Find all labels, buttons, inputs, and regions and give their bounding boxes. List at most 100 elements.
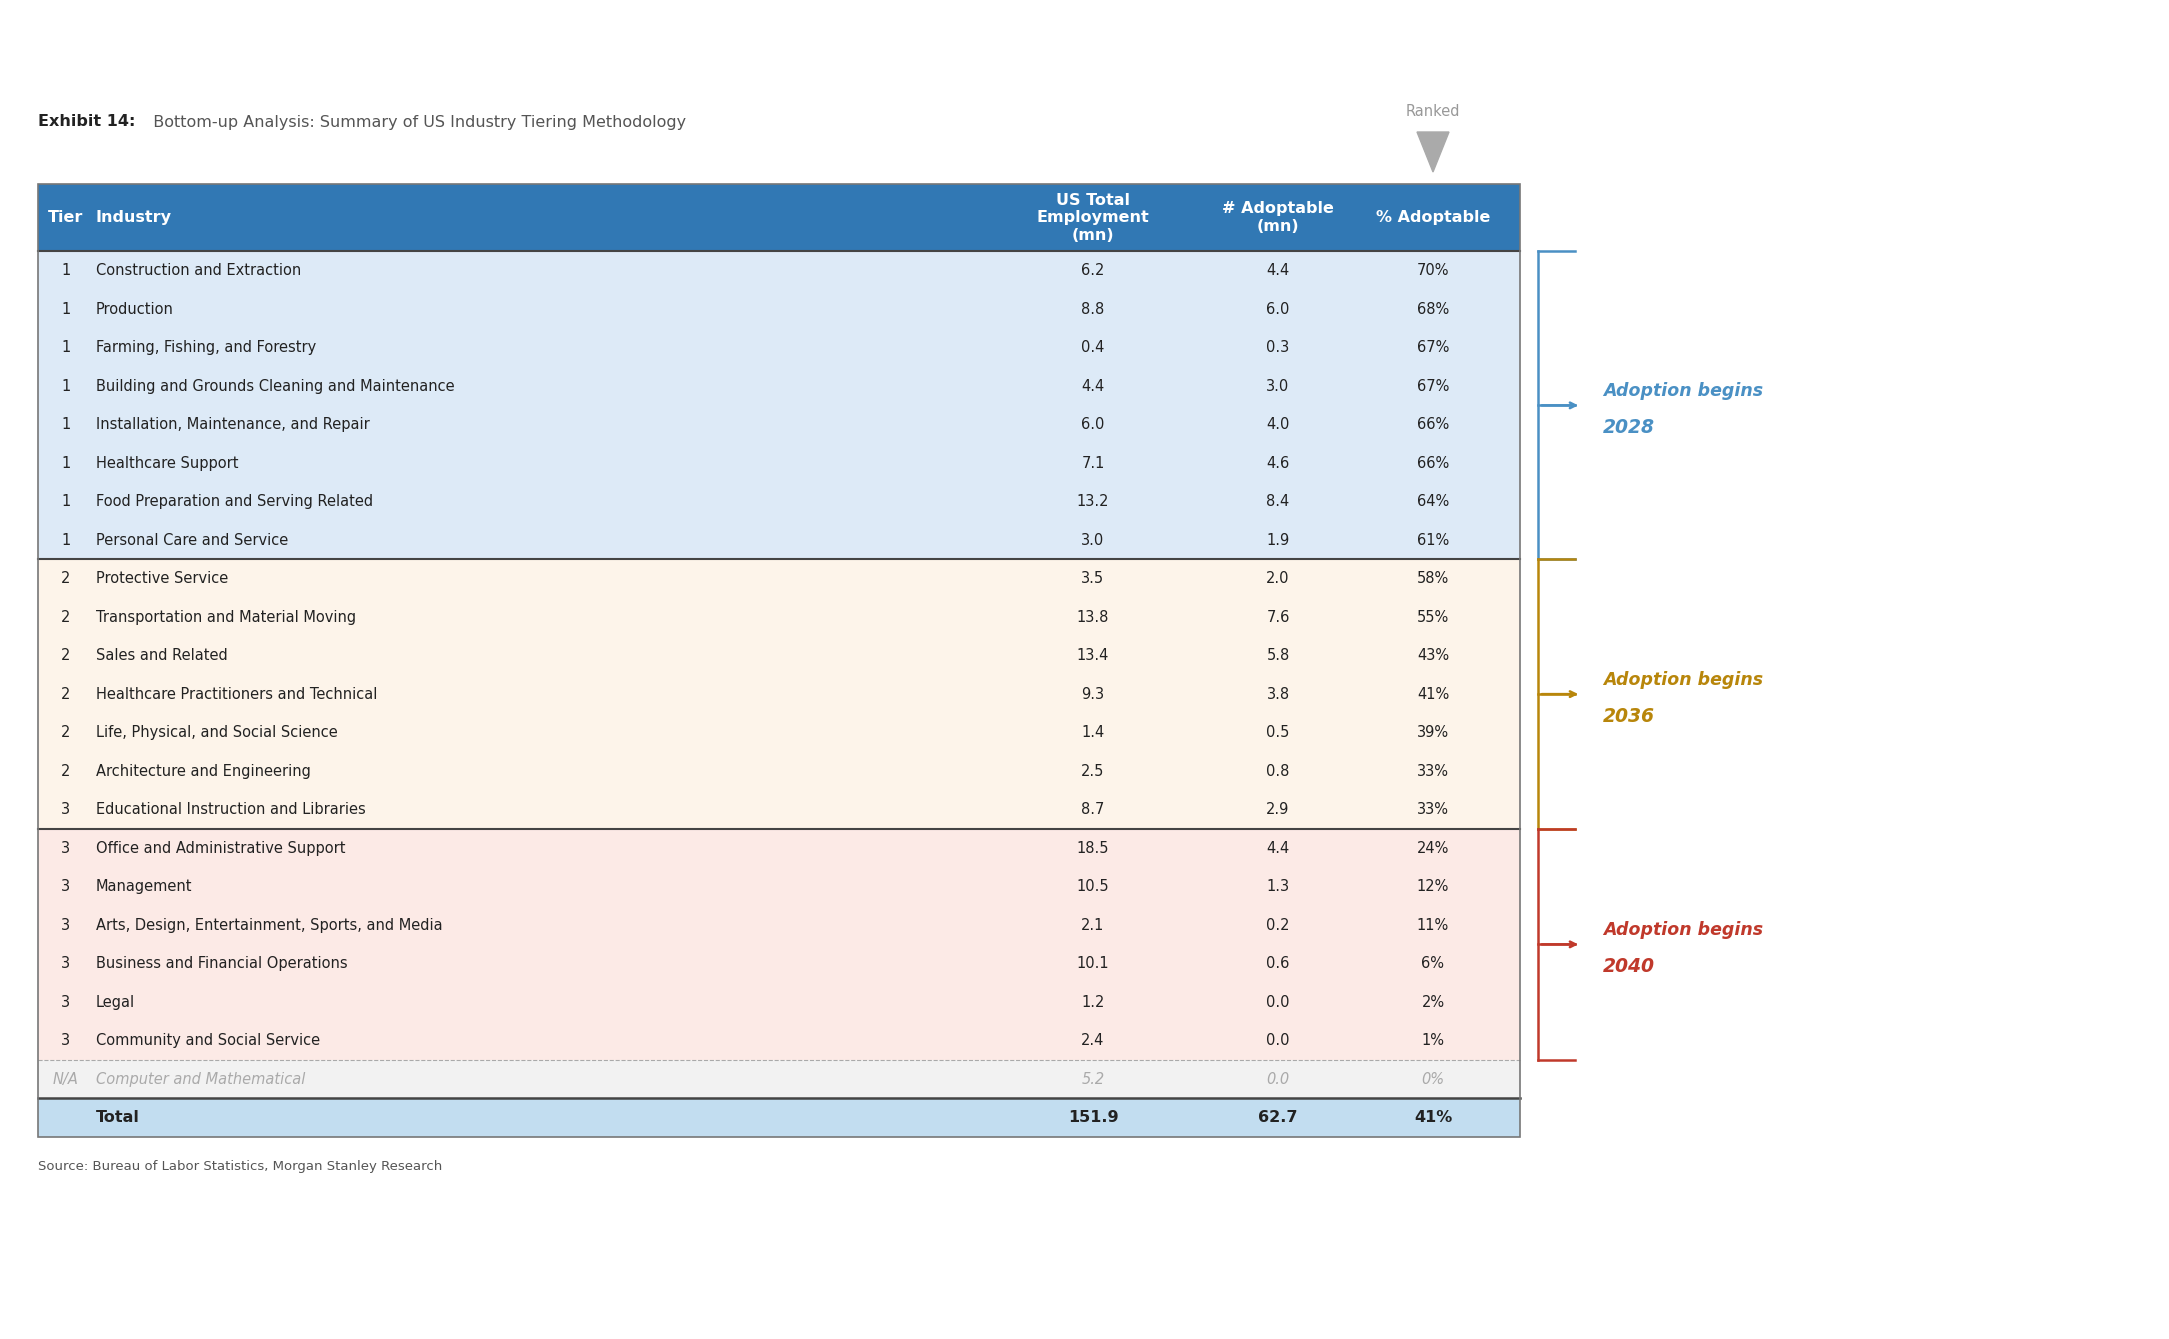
Text: 2: 2 [61, 726, 72, 740]
Text: Community and Social Service: Community and Social Service [95, 1034, 321, 1048]
Text: 0.8: 0.8 [1267, 763, 1291, 778]
Text: 3.0: 3.0 [1082, 533, 1104, 548]
Bar [39, 1060, 1520, 1098]
Text: 64%: 64% [1416, 494, 1449, 509]
Text: 1.3: 1.3 [1267, 880, 1291, 894]
Text: Total: Total [95, 1110, 139, 1125]
Text: Management: Management [95, 880, 193, 894]
Text: 0.2: 0.2 [1267, 917, 1291, 933]
Text: US Total
Employment
(mn): US Total Employment (mn) [1037, 193, 1150, 242]
Text: 3: 3 [61, 917, 72, 933]
Text: 11%: 11% [1416, 917, 1449, 933]
Bar [39, 790, 1520, 829]
Text: 8.4: 8.4 [1267, 494, 1291, 509]
Text: 39%: 39% [1416, 726, 1449, 740]
Bar [39, 944, 1520, 983]
Bar [39, 714, 1520, 753]
Text: Transportation and Material Moving: Transportation and Material Moving [95, 609, 356, 624]
Text: 2: 2 [61, 648, 72, 663]
Text: 2: 2 [61, 572, 72, 586]
Text: 6.0: 6.0 [1082, 418, 1104, 432]
Text: 3: 3 [61, 995, 72, 1010]
Text: 0.0: 0.0 [1267, 1071, 1291, 1087]
Text: 2036: 2036 [1603, 707, 1655, 726]
Text: 68%: 68% [1416, 301, 1449, 316]
Bar [39, 983, 1520, 1022]
Text: % Adoptable: % Adoptable [1375, 210, 1490, 225]
Text: Adoption begins: Adoption begins [1603, 921, 1763, 940]
Text: 3: 3 [61, 802, 72, 817]
Text: 66%: 66% [1416, 455, 1449, 470]
Text: Business and Financial Operations: Business and Financial Operations [95, 956, 347, 971]
Text: 2028: 2028 [1603, 418, 1655, 437]
Text: Healthcare Support: Healthcare Support [95, 455, 239, 470]
Text: Installation, Maintenance, and Repair: Installation, Maintenance, and Repair [95, 418, 369, 432]
Text: 4.6: 4.6 [1267, 455, 1291, 470]
Text: Sales and Related: Sales and Related [95, 648, 228, 663]
Text: Ranked: Ranked [1406, 104, 1460, 119]
Text: 13.8: 13.8 [1076, 609, 1108, 624]
Text: 61%: 61% [1416, 533, 1449, 548]
Text: 3.8: 3.8 [1267, 687, 1291, 702]
Text: 62.7: 62.7 [1258, 1110, 1297, 1125]
Text: 55%: 55% [1416, 609, 1449, 624]
Text: 4.4: 4.4 [1082, 379, 1104, 394]
Text: 2040: 2040 [1603, 957, 1655, 976]
Text: 6%: 6% [1421, 956, 1445, 971]
Text: Educational Instruction and Libraries: Educational Instruction and Libraries [95, 802, 367, 817]
Text: 3: 3 [61, 956, 72, 971]
Text: Tier: Tier [48, 210, 85, 225]
Bar [39, 636, 1520, 675]
Text: 43%: 43% [1416, 648, 1449, 663]
Text: 3.0: 3.0 [1267, 379, 1291, 394]
Text: 3: 3 [61, 1034, 72, 1048]
Bar [39, 829, 1520, 868]
Text: 4.4: 4.4 [1267, 264, 1291, 279]
Text: 67%: 67% [1416, 379, 1449, 394]
Bar [39, 521, 1520, 560]
Text: 9.3: 9.3 [1082, 687, 1104, 702]
Text: 1: 1 [61, 379, 72, 394]
Text: 0.6: 0.6 [1267, 956, 1291, 971]
Text: 1: 1 [61, 340, 72, 355]
Polygon shape [1416, 133, 1449, 171]
Text: 41%: 41% [1416, 687, 1449, 702]
Text: 0.0: 0.0 [1267, 1034, 1291, 1048]
Bar [39, 1098, 1520, 1137]
Text: 1: 1 [61, 264, 72, 279]
Bar [39, 675, 1520, 714]
Text: 13.4: 13.4 [1076, 648, 1108, 663]
Text: 5.2: 5.2 [1082, 1071, 1104, 1087]
Text: Healthcare Practitioners and Technical: Healthcare Practitioners and Technical [95, 687, 377, 702]
Text: 1: 1 [61, 418, 72, 432]
Text: 2: 2 [61, 609, 72, 624]
Text: Farming, Fishing, and Forestry: Farming, Fishing, and Forestry [95, 340, 317, 355]
Text: 41%: 41% [1414, 1110, 1451, 1125]
Text: 3: 3 [61, 841, 72, 856]
Bar [39, 183, 1520, 1137]
Text: 67%: 67% [1416, 340, 1449, 355]
Text: 0.5: 0.5 [1267, 726, 1291, 740]
Text: 4.0: 4.0 [1267, 418, 1291, 432]
Bar [39, 367, 1520, 406]
Text: 1.2: 1.2 [1082, 995, 1104, 1010]
Text: 1.9: 1.9 [1267, 533, 1291, 548]
Text: 5.8: 5.8 [1267, 648, 1291, 663]
Text: Production: Production [95, 301, 174, 316]
Text: Architecture and Engineering: Architecture and Engineering [95, 763, 310, 778]
Text: 10.5: 10.5 [1076, 880, 1108, 894]
Text: Computer and Mathematical: Computer and Mathematical [95, 1071, 306, 1087]
Text: 0.0: 0.0 [1267, 995, 1291, 1010]
Text: 4.4: 4.4 [1267, 841, 1291, 856]
Text: 12%: 12% [1416, 880, 1449, 894]
Text: 8.7: 8.7 [1082, 802, 1104, 817]
Text: 66%: 66% [1416, 418, 1449, 432]
Text: 6.0: 6.0 [1267, 301, 1291, 316]
Bar [39, 406, 1520, 443]
Text: 151.9: 151.9 [1067, 1110, 1119, 1125]
Text: # Adoptable
(mn): # Adoptable (mn) [1221, 201, 1334, 234]
Text: Source: Bureau of Labor Statistics, Morgan Stanley Research: Source: Bureau of Labor Statistics, Morg… [39, 1161, 442, 1173]
Text: 33%: 33% [1416, 802, 1449, 817]
Text: Bottom-up Analysis: Summary of US Industry Tiering Methodology: Bottom-up Analysis: Summary of US Indust… [143, 115, 685, 130]
Text: 3.5: 3.5 [1082, 572, 1104, 586]
